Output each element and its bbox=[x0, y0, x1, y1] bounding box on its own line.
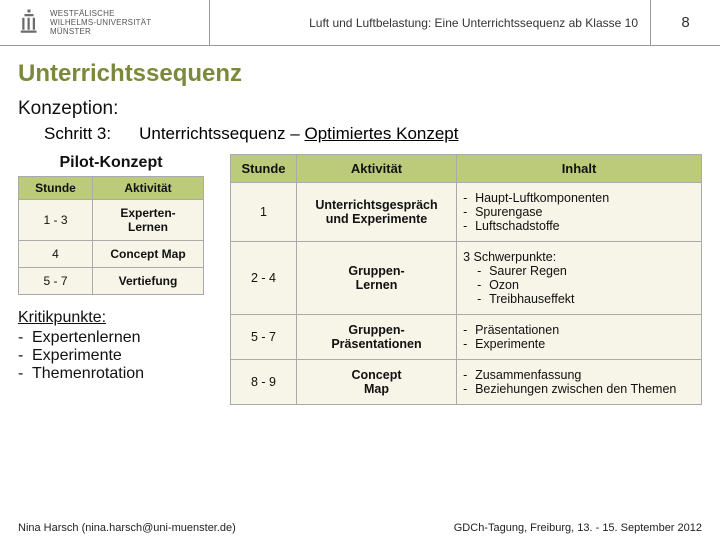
uni-line2: WILHELMS-UNIVERSITÄT bbox=[50, 18, 151, 27]
opt-cell-aktivitaet: Unterrichtsgespräch und Experimente bbox=[296, 183, 456, 242]
optimized-concept-label: Unterrichtssequenz – Optimiertes Konzept bbox=[139, 124, 458, 144]
table-row: 1Unterrichtsgespräch und Experimente-Hau… bbox=[231, 183, 702, 242]
inhalt-item: -Treibhauseffekt bbox=[463, 292, 695, 306]
pilot-cell-stunde: 4 bbox=[19, 241, 93, 268]
optimized-table: Stunde Aktivität Inhalt 1Unterrichtsgesp… bbox=[230, 154, 702, 405]
opt-col-stunde: Stunde bbox=[231, 155, 297, 183]
footer-author: Nina Harsch (nina.harsch@uni-muenster.de… bbox=[18, 522, 236, 534]
inhalt-item: -Experimente bbox=[463, 337, 695, 351]
table-row: 2 - 4Gruppen-Lernen3 Schwerpunkte:-Saure… bbox=[231, 242, 702, 315]
opt-cell-stunde: 2 - 4 bbox=[231, 242, 297, 315]
kritik-heading: Kritikpunkte: bbox=[18, 309, 204, 327]
table-row: 5 - 7Gruppen-Präsentationen-Präsentation… bbox=[231, 315, 702, 360]
opt-cell-aktivitaet: Gruppen-Präsentationen bbox=[296, 315, 456, 360]
page-number: 8 bbox=[650, 0, 720, 45]
pilot-col-aktivitaet: Aktivität bbox=[93, 177, 204, 200]
slide-header: WESTFÄLISCHE WILHELMS-UNIVERSITÄT MÜNSTE… bbox=[0, 0, 720, 46]
subtitle: Konzeption: bbox=[18, 98, 702, 120]
table-row: 1 - 3Experten-Lernen bbox=[19, 200, 204, 241]
pilot-column: Pilot-Konzept Stunde Aktivität 1 - 3Expe… bbox=[18, 154, 204, 383]
opt-col-aktivitaet: Aktivität bbox=[296, 155, 456, 183]
inhalt-item: -Zusammenfassung bbox=[463, 368, 695, 382]
pilot-cell-stunde: 1 - 3 bbox=[19, 200, 93, 241]
table-row: 8 - 9ConceptMap-Zusammenfassung-Beziehun… bbox=[231, 360, 702, 405]
opt-cell-inhalt: -Zusammenfassung-Beziehungen zwischen de… bbox=[457, 360, 702, 405]
page-title: Unterrichtssequenz bbox=[18, 60, 702, 88]
inhalt-item: -Spurengase bbox=[463, 205, 695, 219]
uni-line1: WESTFÄLISCHE bbox=[50, 9, 151, 18]
university-logo-block: WESTFÄLISCHE WILHELMS-UNIVERSITÄT MÜNSTE… bbox=[0, 0, 210, 45]
kritik-item: -Themenrotation bbox=[18, 365, 204, 383]
opt-col-inhalt: Inhalt bbox=[457, 155, 702, 183]
opt-cell-inhalt: -Präsentationen-Experimente bbox=[457, 315, 702, 360]
pilot-cell-aktivitaet: Experten-Lernen bbox=[93, 200, 204, 241]
opt-cell-stunde: 1 bbox=[231, 183, 297, 242]
inhalt-item: -Beziehungen zwischen den Themen bbox=[463, 382, 695, 396]
kritik-item: -Expertenlernen bbox=[18, 329, 204, 347]
slide-running-title: Luft und Luftbelastung: Eine Unterrichts… bbox=[210, 16, 650, 30]
university-logo-icon bbox=[14, 8, 44, 38]
step-row: Schritt 3: Unterrichtssequenz – Optimier… bbox=[44, 124, 702, 144]
opt-cell-aktivitaet: Gruppen-Lernen bbox=[296, 242, 456, 315]
step-label: Schritt 3: bbox=[44, 124, 111, 144]
inhalt-item: -Luftschadstoffe bbox=[463, 219, 695, 233]
table-row: 5 - 7Vertiefung bbox=[19, 268, 204, 295]
inhalt-item: -Präsentationen bbox=[463, 323, 695, 337]
opt-cell-stunde: 5 - 7 bbox=[231, 315, 297, 360]
pilot-cell-stunde: 5 - 7 bbox=[19, 268, 93, 295]
slide-content: Unterrichtssequenz Konzeption: Schritt 3… bbox=[0, 46, 720, 405]
table-row: 4Concept Map bbox=[19, 241, 204, 268]
pilot-col-stunde: Stunde bbox=[19, 177, 93, 200]
opt-cell-inhalt: 3 Schwerpunkte:-Saurer Regen-Ozon-Treibh… bbox=[457, 242, 702, 315]
opt-cell-aktivitaet: ConceptMap bbox=[296, 360, 456, 405]
university-name: WESTFÄLISCHE WILHELMS-UNIVERSITÄT MÜNSTE… bbox=[50, 9, 151, 37]
pilot-heading: Pilot-Konzept bbox=[18, 154, 204, 172]
kritik-item: -Experimente bbox=[18, 347, 204, 365]
pilot-cell-aktivitaet: Concept Map bbox=[93, 241, 204, 268]
opt-cell-stunde: 8 - 9 bbox=[231, 360, 297, 405]
pilot-table: Stunde Aktivität 1 - 3Experten-Lernen4Co… bbox=[18, 176, 204, 295]
optimized-column: Stunde Aktivität Inhalt 1Unterrichtsgesp… bbox=[230, 154, 702, 405]
uni-line3: MÜNSTER bbox=[50, 27, 151, 36]
pilot-cell-aktivitaet: Vertiefung bbox=[93, 268, 204, 295]
kritik-block: Kritikpunkte: -Expertenlernen-Experiment… bbox=[18, 309, 204, 383]
inhalt-item: -Ozon bbox=[463, 278, 695, 292]
slide-footer: Nina Harsch (nina.harsch@uni-muenster.de… bbox=[18, 522, 702, 534]
inhalt-item: -Saurer Regen bbox=[463, 264, 695, 278]
footer-event: GDCh-Tagung, Freiburg, 13. - 15. Septemb… bbox=[454, 522, 702, 534]
inhalt-item: -Haupt-Luftkomponenten bbox=[463, 191, 695, 205]
opt-cell-inhalt: -Haupt-Luftkomponenten-Spurengase-Luftsc… bbox=[457, 183, 702, 242]
